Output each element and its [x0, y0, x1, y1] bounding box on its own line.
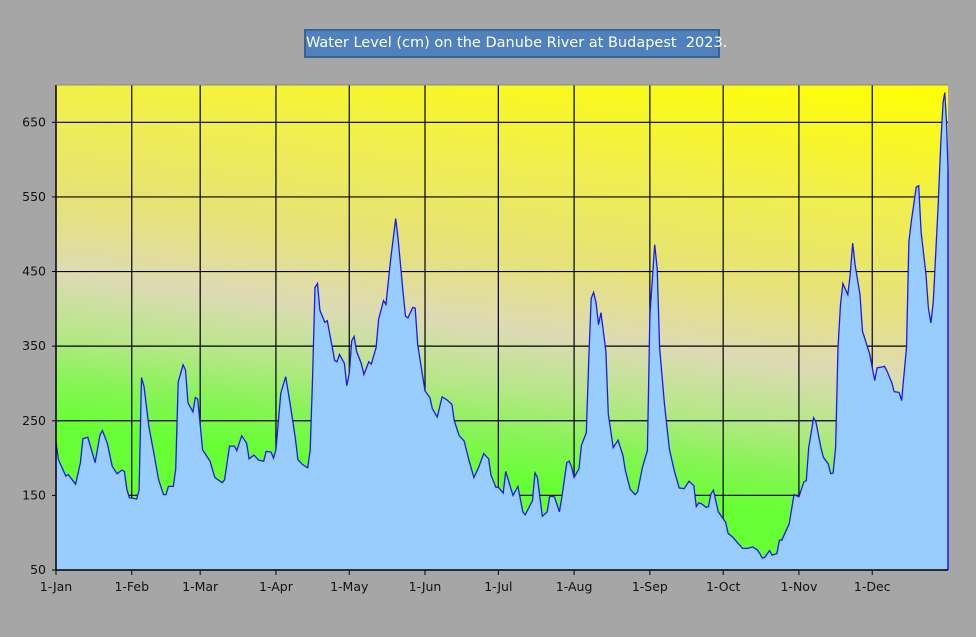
- x-tick-label: 1-Sep: [632, 579, 668, 594]
- x-tick-label: 1-May: [330, 579, 369, 594]
- x-tick-label: 1-Nov: [780, 579, 817, 594]
- y-tick-label: 550: [22, 189, 46, 204]
- x-tick-label: 1-Oct: [706, 579, 741, 594]
- x-tick-label: 1-Jul: [484, 579, 512, 594]
- x-tick-label: 1-Aug: [556, 579, 593, 594]
- y-tick-label: 50: [30, 562, 46, 577]
- y-tick-label: 450: [22, 264, 46, 279]
- chart-title: Water Level (cm) on the Danube River at …: [304, 29, 727, 58]
- x-tick-label: 1-Jan: [40, 579, 72, 594]
- water-level-area: [56, 92, 948, 570]
- y-tick-label: 650: [22, 114, 46, 129]
- x-tick-label: 1-Dec: [854, 579, 891, 594]
- water-level-line: [55, 92, 949, 559]
- x-tick-label: 1-Mar: [182, 579, 219, 594]
- x-tick-label: 1-Apr: [259, 579, 294, 594]
- x-tick-label: 1-Feb: [114, 579, 149, 594]
- y-tick-label: 250: [22, 413, 46, 428]
- x-tick-label: 1-Jun: [409, 579, 442, 594]
- y-tick-label: 350: [22, 338, 46, 353]
- y-tick-label: 150: [22, 487, 46, 502]
